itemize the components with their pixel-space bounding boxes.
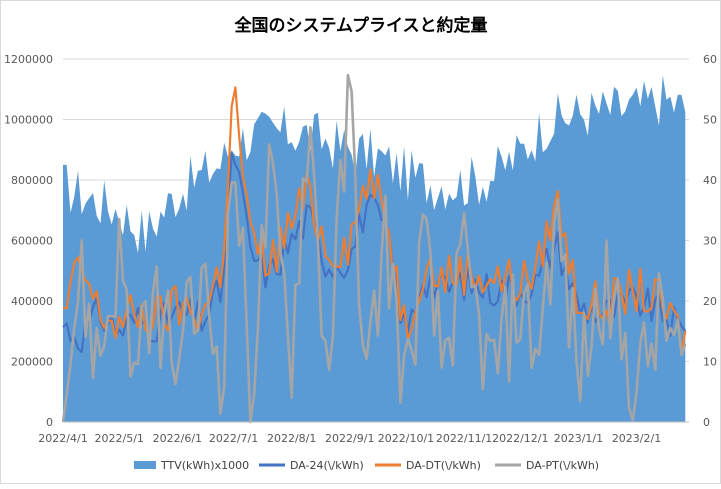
chart-title: 全国のシステムプライスと約定量 bbox=[234, 15, 488, 36]
series-line bbox=[61, 73, 687, 424]
right-axis: 0 10 20 30 40 50 60 bbox=[703, 53, 717, 429]
area-layer bbox=[63, 75, 686, 423]
series-area-ttv bbox=[63, 75, 686, 423]
left-axis: 0 200000 400000 600000 800000 1000000 1200000 bbox=[4, 53, 53, 429]
left-tick-label: 1000000 bbox=[4, 114, 53, 127]
x-tick-label: 2022/10/1 bbox=[378, 432, 434, 445]
right-tick-label: 40 bbox=[703, 174, 717, 187]
right-tick-label: 10 bbox=[703, 356, 717, 369]
x-tick-label: 2022/9/1 bbox=[325, 432, 374, 445]
left-tick-label: 600000 bbox=[11, 235, 53, 248]
x-tick-label: 2022/8/1 bbox=[267, 432, 316, 445]
x-tick-label: 2022/5/1 bbox=[95, 432, 144, 445]
right-tick-label: 30 bbox=[703, 235, 717, 248]
left-tick-label: 800000 bbox=[11, 174, 53, 187]
right-tick-label: 0 bbox=[703, 416, 710, 429]
x-tick-label: 2022/6/1 bbox=[153, 432, 202, 445]
left-tick-label: 200000 bbox=[11, 356, 53, 369]
series-line bbox=[62, 86, 687, 355]
right-tick-label: 20 bbox=[703, 295, 717, 308]
x-tick-label: 2022/4/1 bbox=[38, 432, 87, 445]
x-axis: 2022/4/1 2022/5/1 2022/6/1 2022/7/1 2022/8/1… bbox=[38, 421, 689, 445]
legend-label: DA-DT(\/kWh) bbox=[406, 459, 481, 472]
left-tick-label: 1200000 bbox=[4, 53, 53, 66]
right-tick-label: 50 bbox=[703, 114, 717, 127]
legend-label: DA-PT(\/kWh) bbox=[526, 459, 599, 472]
legend-label: TTV(kWh)x1000 bbox=[160, 459, 249, 472]
line-layer bbox=[61, 73, 687, 424]
x-tick-label: 2023/2/1 bbox=[612, 432, 661, 445]
x-tick-label: 2022/11/1 bbox=[436, 432, 492, 445]
left-tick-label: 0 bbox=[46, 416, 53, 429]
x-tick-label: 2022/12/1 bbox=[492, 432, 548, 445]
legend: TTV(kWh)x1000 DA-24(\/kWh) DA-DT(\/kWh) DA-… bbox=[134, 459, 599, 472]
right-tick-label: 60 bbox=[703, 53, 717, 66]
left-tick-label: 400000 bbox=[11, 295, 53, 308]
legend-label: DA-24(\/kWh) bbox=[290, 459, 364, 472]
x-tick-label: 2022/7/1 bbox=[209, 432, 258, 445]
legend-swatch bbox=[134, 461, 156, 469]
x-tick-label: 2023/1/1 bbox=[554, 432, 603, 445]
